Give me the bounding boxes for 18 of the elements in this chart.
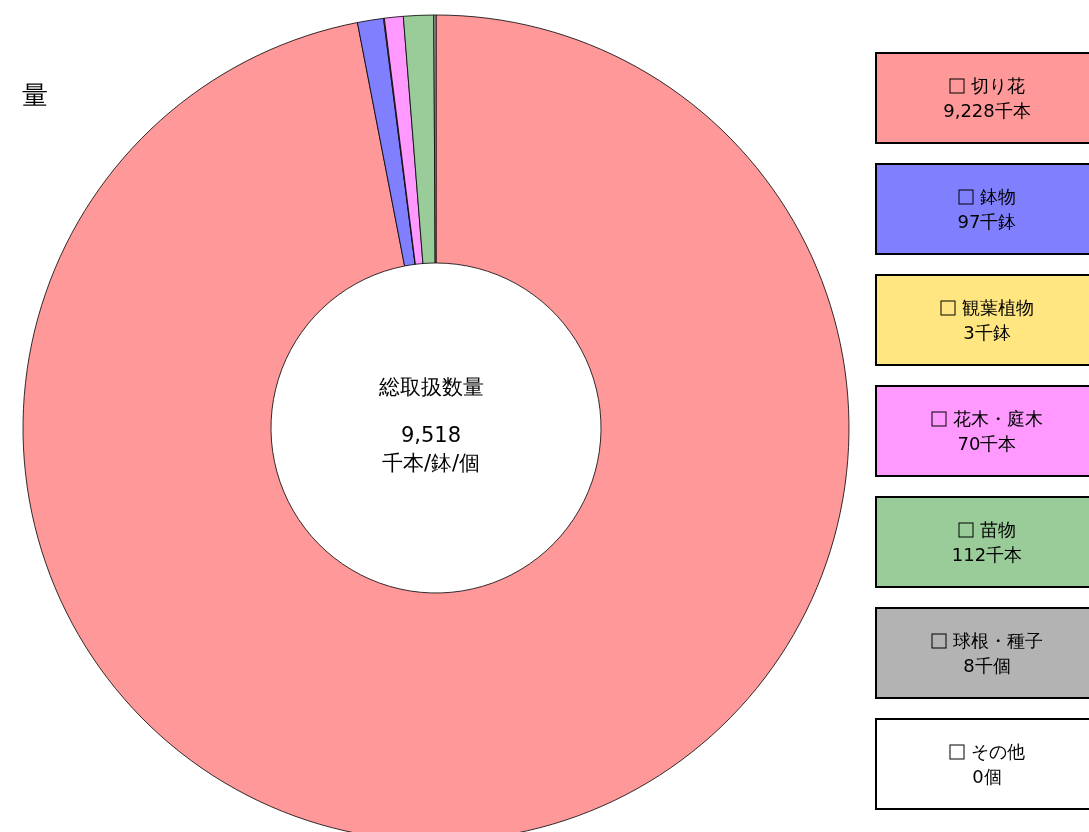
legend-label: その他 [971, 740, 1025, 764]
text: 総取扱数量 [377, 374, 485, 401]
data-label: 97千鉢 [957, 210, 1017, 234]
data-label: 70千本 [957, 432, 1017, 456]
data-label: 9,228千本 [943, 99, 1031, 123]
legend-label: 花木・庭木 [953, 407, 1043, 431]
text: 千本/鉢/個 [380, 450, 482, 477]
legend-label: 苗物 [980, 518, 1016, 542]
text: 量 [22, 79, 48, 112]
legend-label: 切り花 [971, 74, 1025, 98]
text: 0個 [972, 766, 1002, 787]
data-label: 112千本 [951, 543, 1023, 567]
legend-label: 観葉植物 [962, 296, 1034, 320]
legend-label: 鉢物 [980, 185, 1016, 209]
data-label: 8千個 [963, 654, 1011, 678]
text: 9,518 [399, 422, 463, 449]
legend-label: 球根・種子 [953, 629, 1043, 653]
data-label: 3千鉢 [963, 321, 1011, 345]
